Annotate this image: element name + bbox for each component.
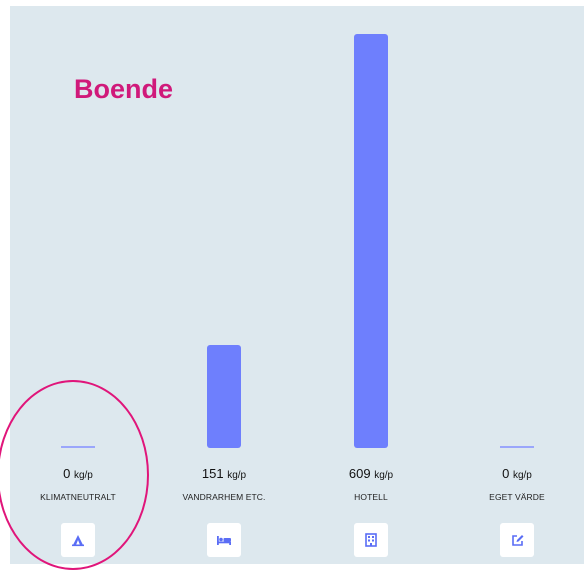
value-number: 151 [202, 466, 224, 481]
label-eget-varde: EGET VÄRDE [447, 492, 584, 502]
bar-klimatneutralt [61, 446, 95, 448]
select-klimatneutralt-button[interactable] [61, 523, 95, 557]
value-unit: kg/p [513, 470, 532, 481]
value-number: 0 [502, 466, 509, 481]
bar-hotell [354, 34, 388, 448]
label-klimatneutralt: KLIMATNEUTRALT [8, 492, 148, 502]
select-hotell-button[interactable] [354, 523, 388, 557]
bar-vandrarhem [207, 345, 241, 448]
value-unit: kg/p [74, 470, 93, 481]
select-eget-varde-button[interactable] [500, 523, 534, 557]
select-vandrarhem-button[interactable] [207, 523, 241, 557]
campfire-icon [71, 533, 85, 547]
value-number: 0 [63, 466, 70, 481]
value-eget-varde: 0 kg/p [447, 466, 584, 481]
value-number: 609 [349, 466, 371, 481]
label-hotell: HOTELL [301, 492, 441, 502]
section-title: Boende [74, 74, 173, 105]
value-unit: kg/p [374, 470, 393, 481]
label-vandrarhem: VANDRARHEM ETC. [154, 492, 294, 502]
value-hotell: 609 kg/p [301, 466, 441, 481]
bed-icon [216, 534, 232, 546]
value-vandrarhem: 151 kg/p [154, 466, 294, 481]
hotel-building-icon [365, 533, 377, 547]
chart-panel: Boende 0 kg/p KLIMATNEUTRALT 151 kg/p VA… [10, 6, 584, 564]
bar-eget-varde [500, 446, 534, 448]
edit-icon [511, 534, 524, 547]
value-klimatneutralt: 0 kg/p [8, 466, 148, 481]
value-unit: kg/p [227, 470, 246, 481]
